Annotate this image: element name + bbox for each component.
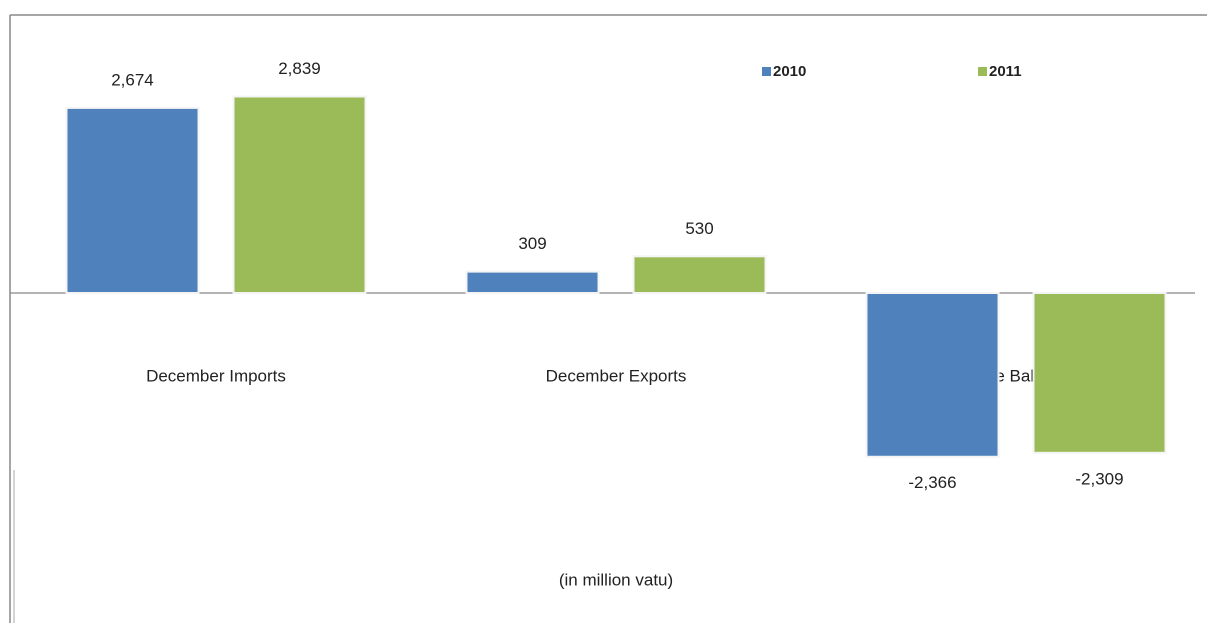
legend-swatch	[762, 67, 771, 76]
bar	[632, 255, 767, 295]
data-label: -2,309	[1075, 469, 1123, 488]
data-label: 2,839	[278, 59, 321, 78]
x-tick-label: December Exports	[546, 366, 687, 385]
x-tick-label: December Imports	[146, 366, 286, 385]
bar	[65, 106, 200, 294]
x-axis-label: (in million vatu)	[559, 570, 673, 589]
legend-label: 2011	[989, 63, 1022, 80]
bar	[865, 292, 1000, 458]
bar	[1032, 292, 1167, 454]
data-label: 309	[518, 234, 546, 253]
bar	[465, 270, 600, 294]
data-label: 2,674	[111, 70, 154, 89]
legend-label: 2010	[773, 63, 806, 80]
legend-swatch	[978, 67, 987, 76]
data-label: 530	[685, 219, 713, 238]
bar	[232, 95, 367, 294]
data-label: -2,366	[908, 473, 956, 492]
